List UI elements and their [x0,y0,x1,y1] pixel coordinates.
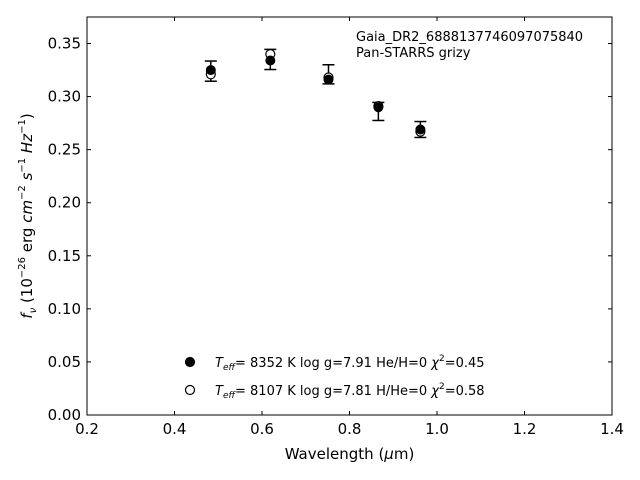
x-tick-label: 1.4 [600,420,624,438]
legend-label: Teff= 8352 K log g=7.91 He/H=0 χ2=0.45 [215,354,485,373]
y-axis-label: fν (10−26 erg cm−2 s−1 Hz−1) [17,113,39,318]
y-tick-label: 0.30 [48,88,81,106]
annotation-line-2: Pan-STARRS grizy [356,46,471,61]
point-filled [415,124,426,135]
x-tick-label: 0.8 [338,420,362,438]
y-tick-label: 0.10 [48,300,81,318]
x-axis: 0.2 0.4 0.6 0.8 1.0 1.2 1.4 [75,17,624,438]
point-filled [265,55,276,66]
x-tick-label: 1.2 [513,420,537,438]
y-tick-label: 0.00 [48,406,81,424]
point-filled [205,65,216,76]
legend-marker-filled [184,356,196,368]
y-axis: 0.00 0.05 0.10 0.15 0.20 0.25 0.30 0.35 [48,35,612,424]
x-tick-label: 0.4 [163,420,187,438]
plot-area [204,48,427,139]
legend-label: Teff= 8107 K log g=7.81 H/He=0 χ2=0.58 [215,382,485,401]
point-filled [323,74,334,85]
x-axis-label: Wavelength (μm) [285,445,415,463]
y-tick-label: 0.05 [48,353,81,371]
legend: Teff= 8352 K log g=7.91 He/H=0 χ2=0.45 Te… [184,354,485,401]
y-tick-label: 0.15 [48,247,81,265]
x-tick-label: 0.6 [250,420,274,438]
y-tick-label: 0.35 [48,35,81,53]
x-tick-label: 1.0 [425,420,449,438]
x-tick-label: 0.2 [75,420,99,438]
y-tick-label: 0.25 [48,141,81,159]
annotation-line-1: Gaia_DR2_6888137746097075840 [356,30,583,45]
y-tick-label: 0.20 [48,194,81,212]
point-filled [373,102,384,113]
legend-marker-open [184,384,196,396]
